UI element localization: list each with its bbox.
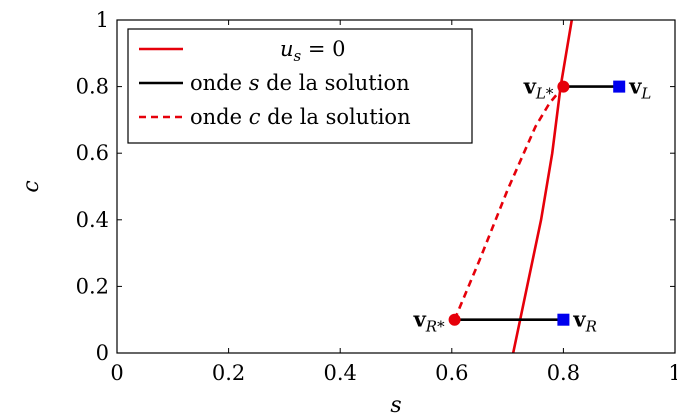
point-marker-l <box>613 80 626 93</box>
y-tick-label: 0.4 <box>76 208 109 232</box>
y-tick-label: 0.6 <box>76 141 109 165</box>
x-tick-label: 0.2 <box>212 361 245 385</box>
point-label-l: vL <box>628 74 651 103</box>
legend-entry-label: onde c de la solution <box>190 105 411 129</box>
legend-entry-label: onde s de la solution <box>190 71 410 95</box>
plot-content: vL* vL vR* vR <box>413 20 651 353</box>
y-tick-label: 1 <box>96 8 109 32</box>
x-tick-label: 1 <box>668 361 677 385</box>
point-label-r-star: vR* <box>413 307 445 336</box>
axis-ticks: 0 0.2 0.4 0.6 0.8 1 0 0.2 0.4 0.6 0.8 1 <box>76 8 677 385</box>
x-tick-label: 0.4 <box>323 361 356 385</box>
point-marker-r-star <box>448 313 461 326</box>
legend-box <box>127 28 473 144</box>
plot-frame <box>116 19 676 354</box>
series-group <box>453 20 620 353</box>
y-tick-label: 0.8 <box>76 75 109 99</box>
series-line-onde-c <box>453 85 565 321</box>
x-tick-label: 0.6 <box>435 361 468 385</box>
x-tick-label: 0 <box>110 361 123 385</box>
legend: us = 0 onde s de la solution onde c de la … <box>127 28 473 144</box>
point-label-l-star: vL* <box>523 74 554 103</box>
series-line-us0 <box>511 20 574 353</box>
y-tick-label: 0.2 <box>76 274 109 298</box>
point-label-r: vR <box>572 307 597 336</box>
point-marker-l-star <box>557 80 570 93</box>
legend-entry-label: us = 0 <box>280 37 346 65</box>
y-tick-label: 0 <box>96 341 109 365</box>
y-axis-label: c <box>19 180 44 192</box>
x-axis-label: s <box>390 393 401 418</box>
point-marker-r <box>557 313 570 326</box>
x-tick-label: 0.8 <box>547 361 580 385</box>
